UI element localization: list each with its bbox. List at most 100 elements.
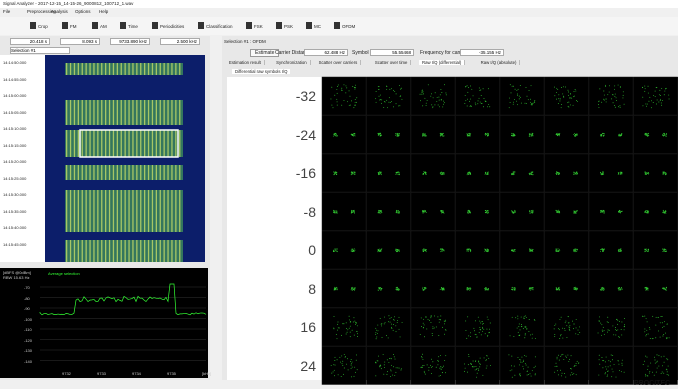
selection-dropdown[interactable]: Selection #1 (10, 47, 70, 54)
scatter-dot (355, 102, 356, 103)
signal-line (160, 130, 161, 157)
scatter-dot (523, 360, 524, 361)
toolbar-button[interactable]: Periodicities (160, 24, 184, 29)
signal-line (164, 165, 165, 180)
signal-line (105, 165, 106, 180)
input-field[interactable]: 8.093 s (60, 38, 100, 45)
scatter-dot (386, 335, 387, 336)
scatter-dot (662, 316, 663, 317)
scatter-dot (645, 212, 646, 213)
scatter-dot (531, 212, 532, 213)
scatter-dot (356, 102, 357, 103)
scatter-dot (346, 322, 347, 323)
scatter-dot (557, 89, 558, 90)
input-field[interactable]: 2.500 kHz (160, 38, 200, 45)
scatter-dot (664, 288, 665, 289)
scatter-dot (355, 85, 356, 86)
toolbar-button[interactable]: Crop (38, 24, 48, 29)
scatter-dot (610, 361, 611, 362)
tab[interactable]: Estimation result (226, 60, 265, 65)
toolbar-button[interactable]: MC (314, 24, 321, 29)
scatter-dot (657, 368, 658, 369)
scatter-dot (444, 102, 445, 103)
scatter-dot (618, 134, 619, 135)
scatter-dot (601, 174, 602, 175)
tab[interactable]: Raw I/Q (absolute) (478, 60, 521, 65)
subtab[interactable]: Differential raw symbols I/Q (232, 69, 290, 74)
toolbar-button[interactable]: FM (70, 24, 77, 29)
scatter-dot (619, 337, 620, 338)
input-field[interactable]: -35.155 Hz (460, 49, 504, 56)
scatter-dot (529, 210, 530, 211)
menu-item[interactable]: Help (99, 9, 108, 14)
scatter-dot (437, 316, 438, 317)
toolbar-button[interactable]: Time (128, 24, 138, 29)
scatter-dot (518, 332, 519, 333)
toolbar-button[interactable]: Classification (206, 24, 233, 29)
toolbar-button[interactable]: OFDM (342, 24, 355, 29)
scatter-dot (377, 325, 378, 326)
scatter-dot (519, 335, 520, 336)
scatter-dot (621, 371, 622, 372)
scatter-dot (423, 211, 424, 212)
menu-item[interactable]: Analysis (51, 9, 68, 14)
scatter-dot (667, 324, 668, 325)
scatter-dot (613, 102, 614, 103)
scatter-dot (646, 287, 647, 288)
input-field[interactable]: 62.488 Hz (304, 49, 348, 56)
scatter-dot (599, 320, 600, 321)
scatter-dot (642, 97, 643, 98)
input-field[interactable]: 20.418 s (10, 38, 50, 45)
scatter-dot (557, 212, 558, 213)
tab[interactable]: Scatter over carriers (316, 60, 362, 65)
signal-line (144, 190, 145, 232)
input-field[interactable]: 9733.890 kHz (110, 38, 150, 45)
row-label: -16 (290, 165, 316, 181)
signal-line (164, 190, 165, 232)
scatter-dot (339, 328, 340, 329)
toolbar-button[interactable]: FSK (254, 24, 263, 29)
scatter-dot (387, 371, 388, 372)
scatter-dot (467, 249, 468, 250)
signal-line (132, 240, 133, 262)
scatter-dot (469, 249, 470, 250)
scatter-dot (421, 367, 422, 368)
scatter-dot (487, 317, 488, 318)
scatter-dot (669, 337, 670, 338)
scatter-dot (607, 376, 608, 377)
scatter-dot (663, 171, 664, 172)
scatter-dot (333, 364, 334, 365)
scatter-dot (575, 211, 576, 212)
scatter-dot (475, 334, 476, 335)
scatter-dot (520, 97, 521, 98)
scatter-dot (604, 133, 605, 134)
scatter-dot (347, 358, 348, 359)
tab[interactable]: Synchronization (273, 60, 311, 65)
scatter-dot (575, 365, 576, 366)
tab[interactable]: Scatter over time (372, 60, 411, 65)
scatter-dot (396, 287, 397, 288)
scatter-dot (426, 135, 427, 136)
input-field[interactable]: 55.55468 (370, 49, 414, 56)
scatter-dot (647, 251, 648, 252)
scatter-dot (533, 135, 534, 136)
scatter-dot (354, 213, 355, 214)
tab[interactable]: Raw I/Q (differential) (419, 60, 465, 65)
scatter-dot (445, 93, 446, 94)
scatter-dot (335, 357, 336, 358)
scatter-dot (444, 135, 445, 136)
signal-line (78, 100, 79, 125)
scatter-dot (605, 85, 606, 86)
toolbar-button[interactable]: PSK (284, 24, 293, 29)
menu-item[interactable]: Options (75, 9, 91, 14)
scatter-dot (663, 135, 664, 136)
scatter-dot (349, 319, 350, 320)
scatter-cell (456, 77, 500, 115)
scatter-dot (655, 337, 656, 338)
toolbar-button[interactable]: AM (100, 24, 107, 29)
scatter-dot (337, 86, 338, 87)
signal-line (144, 240, 145, 262)
scatter-dot (350, 321, 351, 322)
scatter-dot (397, 174, 398, 175)
menu-item[interactable]: File (3, 9, 10, 14)
